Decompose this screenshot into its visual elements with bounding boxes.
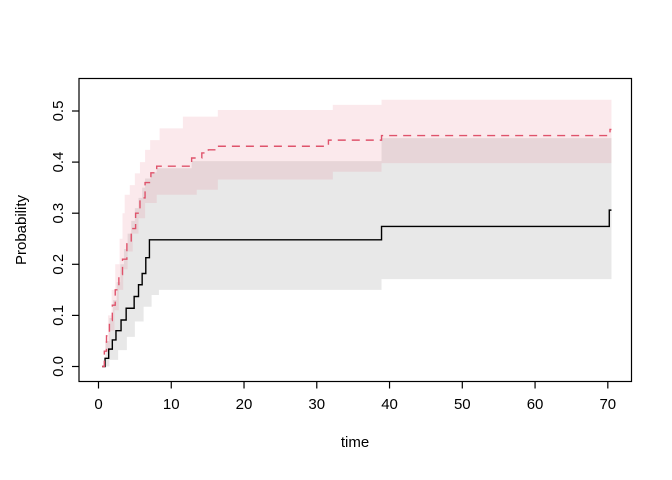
x-tick-label: 70: [599, 396, 616, 413]
x-tick-label: 50: [454, 396, 471, 413]
confidence-band-group-2-red-dashed: [102, 99, 612, 367]
x-tick-label: 40: [381, 396, 398, 413]
y-axis: 0.0 0.1 0.2 0.3 0.4 0.5: [50, 101, 79, 377]
plot-box-border: [78, 77, 633, 383]
step-curve-group-2-red-dashed: [102, 128, 612, 368]
y-axis-title: Probability: [13, 194, 30, 265]
x-tick-label: 10: [163, 396, 180, 413]
x-tick-label: 20: [236, 396, 253, 413]
y-tick-label: 0.4: [50, 152, 67, 173]
y-tick-label: 0.3: [50, 203, 67, 224]
x-tick-label: 60: [527, 396, 544, 413]
y-tick-label: 0.1: [50, 305, 67, 326]
step-curves-layer: [102, 128, 612, 368]
x-axis: 0 10 20 30 40 50 60 70: [94, 381, 616, 413]
x-tick-label: 30: [308, 396, 325, 413]
y-tick-label: 0.0: [50, 356, 67, 377]
y-tick-label: 0.2: [50, 254, 67, 275]
y-tick-label: 0.5: [50, 101, 67, 122]
confidence-band-group-1-black-solid: [102, 138, 612, 367]
x-axis-title: time: [341, 434, 369, 451]
step-curve-group-1-black-solid: [102, 209, 612, 368]
confidence-bands-layer: [102, 99, 612, 367]
x-tick-label: 0: [94, 396, 102, 413]
